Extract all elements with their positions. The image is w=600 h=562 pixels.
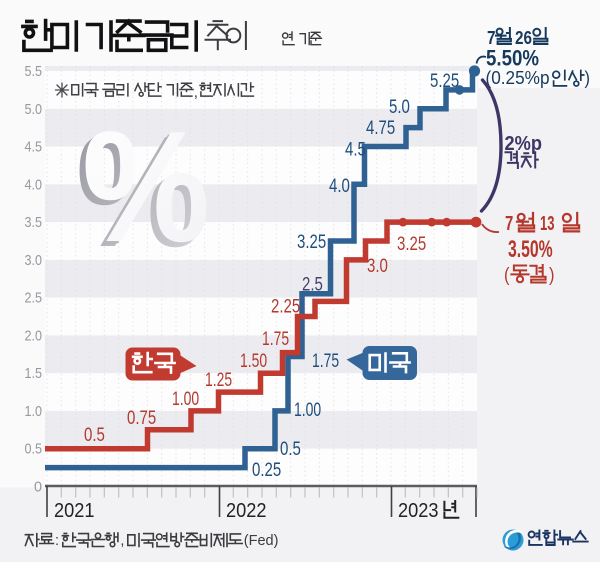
svg-text:2.5: 2.5	[302, 275, 323, 296]
svg-text:5.25: 5.25	[430, 71, 459, 92]
svg-text:4.75: 4.75	[366, 118, 395, 139]
svg-text:1.0: 1.0	[25, 403, 43, 420]
svg-text:%: %	[82, 99, 210, 275]
svg-text:): )	[549, 264, 555, 286]
svg-text:,: ,	[120, 533, 124, 549]
svg-text:3.25: 3.25	[397, 234, 426, 255]
svg-text:4.0: 4.0	[329, 176, 350, 197]
svg-text:13: 13	[540, 213, 555, 235]
svg-text:(0.25%p: (0.25%p	[486, 68, 550, 88]
svg-text:0.5: 0.5	[25, 441, 43, 458]
svg-text:4.5: 4.5	[25, 139, 43, 156]
svg-text:1.75: 1.75	[312, 351, 339, 372]
svg-text:%: %	[79, 102, 207, 278]
svg-text:1.00: 1.00	[172, 389, 199, 410]
svg-text:0.75: 0.75	[127, 408, 156, 429]
svg-text:3.5: 3.5	[25, 214, 43, 231]
svg-text:3.0: 3.0	[25, 252, 43, 269]
svg-text:26: 26	[515, 28, 532, 48]
svg-text:(Fed): (Fed)	[244, 533, 279, 549]
svg-text:0.5: 0.5	[280, 439, 301, 460]
svg-text:2.25: 2.25	[271, 297, 300, 318]
svg-text:5.0: 5.0	[389, 97, 410, 118]
svg-text:2.5: 2.5	[25, 290, 43, 307]
svg-text:0.25: 0.25	[252, 460, 281, 481]
svg-text:1.00: 1.00	[294, 400, 321, 421]
svg-text:5.0: 5.0	[25, 101, 43, 118]
svg-text:0: 0	[34, 479, 42, 496]
svg-text:4.5: 4.5	[345, 140, 366, 161]
svg-text:2022: 2022	[226, 499, 267, 522]
svg-text:%: %	[76, 104, 204, 280]
svg-text:0.5: 0.5	[84, 425, 105, 446]
svg-text:1.75: 1.75	[262, 329, 289, 350]
svg-text:3.50%: 3.50%	[508, 236, 553, 263]
svg-text:,: ,	[194, 84, 198, 101]
svg-text:1.25: 1.25	[205, 370, 232, 391]
svg-text:3.25: 3.25	[297, 232, 326, 253]
svg-text::: :	[55, 533, 59, 549]
svg-text:1.50: 1.50	[240, 351, 267, 372]
svg-text:(: (	[504, 264, 510, 286]
svg-text:5.5: 5.5	[25, 63, 43, 80]
svg-text:2021: 2021	[54, 499, 95, 522]
svg-text:2%p: 2%p	[505, 132, 543, 155]
svg-text:7: 7	[487, 28, 496, 48]
svg-text:2.0: 2.0	[25, 327, 43, 344]
svg-text:5.50%: 5.50%	[486, 46, 539, 71]
svg-text:7: 7	[505, 213, 513, 235]
svg-text:4.0: 4.0	[25, 176, 43, 193]
svg-text:): )	[585, 68, 591, 88]
svg-text:1.5: 1.5	[25, 365, 43, 382]
svg-text:2023: 2023	[398, 499, 439, 522]
svg-text:3.0: 3.0	[367, 256, 388, 277]
